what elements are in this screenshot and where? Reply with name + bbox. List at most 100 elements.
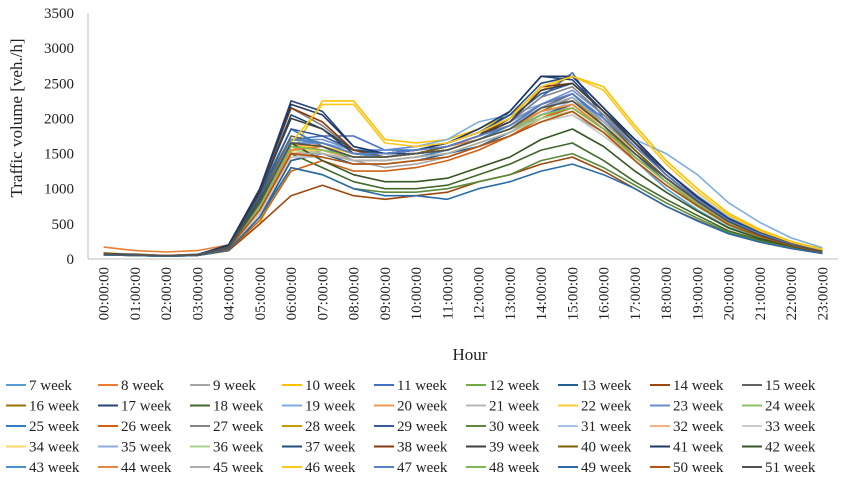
series-line [103,100,823,257]
x-tick-label: 09:00:00 [378,267,394,320]
legend-item: 13 week [558,378,632,394]
legend-label: 24 week [765,399,816,415]
legend-item: 41 week [650,440,724,456]
legend-label: 8 week [121,378,164,394]
legend-label: 37 week [305,440,356,456]
legend-item: 32 week [650,419,724,435]
legend-label: 32 week [673,419,724,435]
y-tick-label: 3500 [44,6,74,22]
legend-label: 35 week [121,440,172,456]
series-line [103,93,823,257]
legend-item: 51 week [742,460,816,476]
legend-label: 49 week [581,460,632,476]
x-tick-label: 06:00:00 [284,267,300,320]
legend-item: 36 week [190,440,264,456]
series-line [103,100,823,257]
series-line [103,156,823,257]
axes [87,13,838,260]
legend-item: 43 week [6,460,80,476]
legend-label: 19 week [305,399,356,415]
series-lines [103,71,823,257]
series-line [103,100,823,257]
legend-item: 19 week [282,399,356,415]
x-tick-label: 03:00:00 [190,267,206,320]
legend-label: 34 week [29,440,80,456]
x-tick-label: 02:00:00 [159,267,175,320]
legend-item: 10 week [282,378,356,394]
legend-label: 39 week [489,440,540,456]
y-tick-label: 500 [52,217,75,233]
legend-label: 44 week [121,460,172,476]
series-line [103,100,823,257]
y-tick-label: 1500 [44,147,74,163]
x-tick-label: 12:00:00 [472,267,488,320]
legend-item: 14 week [650,378,724,394]
x-tick-label: 00:00:00 [97,267,113,320]
legend-label: 48 week [489,460,540,476]
legend-label: 21 week [489,399,540,415]
legend-label: 25 week [29,419,80,435]
series-line [103,142,823,257]
legend-label: 43 week [29,460,80,476]
series-line [103,82,823,257]
legend-label: 20 week [397,399,448,415]
x-tick-label: 13:00:00 [503,267,519,320]
legend-label: 30 week [489,419,540,435]
series-line [103,110,823,257]
legend-item: 44 week [98,460,172,476]
series-line [103,82,823,257]
legend-item: 28 week [282,419,356,435]
legend-item: 22 week [558,399,632,415]
legend-label: 41 week [673,440,724,456]
y-tick-label: 0 [67,252,75,268]
legend-item: 27 week [190,419,264,435]
x-tick-label: 05:00:00 [253,267,269,320]
legend-item: 16 week [6,399,80,415]
series-line [103,103,823,253]
x-tick-label: 18:00:00 [659,267,675,320]
legend-label: 31 week [581,419,632,435]
y-tick-label: 1000 [44,182,74,198]
tick-labels: 0 500 1000 1500 2000 2500 3000 3500 00:00:00 01:0… [44,6,831,320]
legend-label: 15 week [765,378,816,394]
series-line [103,96,823,257]
x-tick-label: 23:00:00 [815,267,831,320]
legend-item: 40 week [558,440,632,456]
legend-label: 28 week [305,419,356,435]
x-tick-label: 08:00:00 [347,267,363,320]
x-tick-label: 14:00:00 [534,267,550,320]
series-line [103,93,823,257]
legend-item: 49 week [558,460,632,476]
x-axis-title: Hour [453,345,488,364]
legend-item: 39 week [466,440,540,456]
legend-label: 17 week [121,399,172,415]
legend-label: 29 week [397,419,448,435]
series-line [103,82,823,257]
y-tick-label: 2000 [44,111,74,127]
y-tick-label: 3000 [44,41,74,57]
series-line [103,93,823,257]
legend-item: 25 week [6,419,80,435]
x-tick-label: 15:00:00 [565,267,581,320]
x-tick-label: 21:00:00 [753,267,769,320]
series-line [103,110,823,257]
legend-label: 16 week [29,399,80,415]
legend-label: 36 week [213,440,264,456]
legend-label: 27 week [213,419,264,435]
series-line [103,75,823,257]
legend-item: 7 week [6,378,72,394]
legend-label: 11 week [397,378,447,394]
legend-label: 9 week [213,378,256,394]
legend-item: 12 week [466,378,540,394]
legend-label: 14 week [673,378,724,394]
legend-label: 42 week [765,440,816,456]
legend-label: 47 week [397,460,448,476]
legend-item: 30 week [466,419,540,435]
legend-label: 33 week [765,419,816,435]
legend-item: 38 week [374,440,448,456]
series-line [103,96,823,257]
legend-item: 11 week [374,378,447,394]
y-tick-label: 2500 [44,76,74,92]
legend-label: 10 week [305,378,356,394]
